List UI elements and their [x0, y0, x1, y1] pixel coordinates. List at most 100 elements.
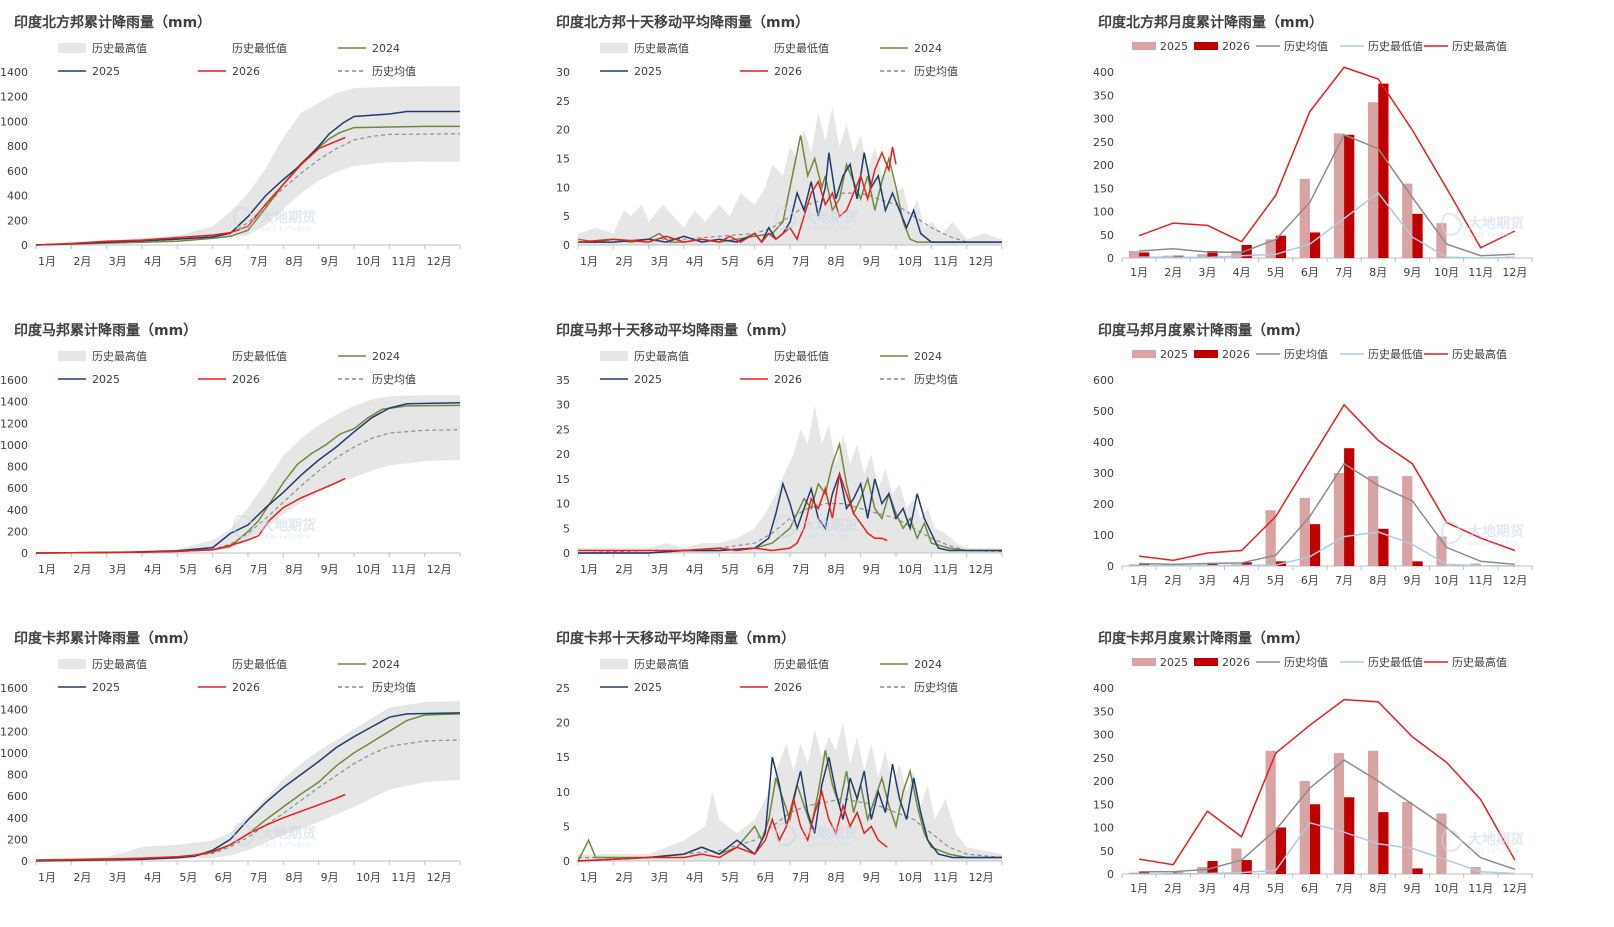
legend-item-avg: 历史均值 [338, 65, 416, 78]
panel-north-moving-average: 印度北方邦十天移动平均降雨量（mm） 历史最高值 历史最低值 2024 2025 202… [542, 0, 1080, 309]
chart-title: 印度马邦十天移动平均降雨量（mm） [556, 323, 796, 339]
chart-title: 印度北方邦月度累计降雨量（mm） [1098, 15, 1324, 31]
legend-label: 历史最低值 [232, 42, 287, 55]
bar-2025 [1265, 239, 1276, 258]
x-tick-label: 5月 [1267, 574, 1285, 587]
legend-swatch [600, 659, 628, 669]
legend-swatch [600, 43, 628, 53]
legend-label: 历史最低值 [232, 350, 287, 363]
legend-item-hist_max: 历史最高值 [58, 657, 147, 671]
x-tick-label: 8月 [1369, 882, 1387, 895]
watermark-text: 大地期货 [802, 209, 858, 226]
legend-label: 历史最低值 [774, 658, 829, 671]
legend-item-y2025: 2025 [600, 681, 662, 694]
bar-2025 [1299, 497, 1310, 566]
y-tick-label: 0 [21, 239, 28, 252]
bar-2025 [1299, 178, 1310, 258]
series-line-avg [1139, 462, 1515, 566]
x-tick-label: 9月 [321, 563, 339, 576]
bar-2026 [1309, 804, 1321, 874]
bar-2026 [1241, 562, 1252, 566]
legend-item-hist_max: 历史最高值 [1424, 347, 1507, 361]
series-line-hist_min [1139, 531, 1515, 567]
y-tick-label: 10 [556, 786, 570, 799]
x-tick-label: 5月 [179, 255, 197, 268]
y-tick-label: 100 [1093, 529, 1114, 542]
legend-item-y2024: 2024 [338, 42, 400, 55]
x-tick-label: 1月 [38, 255, 56, 268]
series-line-y2026 [35, 136, 346, 246]
legend-label: 历史最低值 [774, 42, 829, 55]
x-tick-label: 5月 [721, 563, 739, 576]
x-tick-label: 6月 [1301, 266, 1319, 279]
x-tick-label: 1月 [38, 563, 56, 576]
x-tick-label: 9月 [1403, 882, 1421, 895]
y-tick-label: 200 [7, 833, 28, 846]
legend-item-y2026: 2026 [740, 65, 802, 78]
x-tick-label: 10月 [898, 563, 923, 576]
y-tick-label: 1600 [0, 682, 28, 695]
y-tick-label: 200 [7, 525, 28, 538]
legend-label: 历史均值 [1284, 40, 1328, 53]
x-tick-label: 11月 [1468, 266, 1493, 279]
x-tick-label: 6月 [757, 563, 775, 576]
x-tick-label: 1月 [1130, 882, 1148, 895]
y-tick-label: 20 [556, 124, 570, 137]
watermark-text: 大地期货 [260, 209, 316, 226]
watermark-icon [1441, 212, 1464, 236]
legend-item-y2024: 2024 [338, 658, 400, 671]
x-tick-label: 7月 [792, 871, 810, 884]
chart-north-monthly: 2025 2026 历史均值 历史最低值 历史最高值 0 50 100 150 200 250 300… [1093, 39, 1533, 279]
bar-2025 [1197, 254, 1208, 258]
legend-swatch [1194, 350, 1218, 358]
series-line-hist_min [1139, 821, 1515, 875]
x-tick-label: 3月 [1198, 882, 1216, 895]
legend-swatch [1132, 42, 1156, 50]
y-tick-label: 150 [1093, 798, 1114, 811]
legend-label: 历史均值 [372, 681, 416, 694]
x-tick-label: 5月 [1267, 882, 1285, 895]
legend-item-y2026: 2026 [740, 373, 802, 386]
legend-item-avg: 历史均值 [880, 373, 958, 386]
bar-2025 [1402, 476, 1413, 566]
legend-label: 历史最低值 [1368, 40, 1423, 53]
y-tick-label: 400 [7, 504, 28, 517]
x-tick-label: 7月 [250, 255, 268, 268]
watermark-text: 大地期货 [802, 825, 858, 842]
x-tick-label: 2月 [73, 255, 91, 268]
x-tick-label: 3月 [651, 871, 669, 884]
panel-mp-monthly: 印度马邦月度累计降雨量（mm） 2025 2026 历史均值 历史最低值 历史最高值 0 1… [1084, 308, 1614, 617]
bar-2025 [1436, 223, 1447, 258]
bar-2026 [1378, 528, 1389, 566]
x-tick-label: 3月 [1198, 574, 1216, 587]
bar-2026 [1378, 83, 1389, 258]
y-tick-label: 1400 [0, 704, 28, 717]
legend-item-y2026: 2026 [198, 681, 260, 694]
legend-item-avg: 历史均值 [1256, 40, 1328, 53]
x-tick-label: 9月 [321, 871, 339, 884]
legend-label: 2024 [372, 350, 400, 363]
x-tick-label: 7月 [792, 563, 810, 576]
legend-item-hist_min: 历史最低值 [232, 42, 287, 55]
y-tick-label: 10 [556, 498, 570, 511]
watermark-subtext: DADI FUTURES [802, 534, 853, 541]
bar-2026 [1241, 244, 1252, 258]
legend-label: 历史最高值 [1452, 39, 1507, 53]
x-tick-label: 8月 [285, 871, 303, 884]
legend-label: 历史最高值 [634, 349, 689, 363]
legend-label: 历史最低值 [1368, 656, 1423, 669]
y-tick-label: 100 [1093, 822, 1114, 835]
legend-item-y2025: 2025 [1132, 656, 1188, 669]
x-tick-label: 2月 [615, 563, 633, 576]
series-line-avg [1139, 759, 1516, 873]
watermark-subtext: DADI FUTURES [260, 534, 311, 541]
watermark-icon [233, 822, 256, 846]
x-tick-label: 1月 [1130, 266, 1148, 279]
y-tick-label: 500 [1093, 405, 1114, 418]
x-tick-label: 4月 [144, 563, 162, 576]
legend-item-y2026: 2026 [1194, 348, 1250, 361]
legend-item-y2024: 2024 [880, 42, 942, 55]
